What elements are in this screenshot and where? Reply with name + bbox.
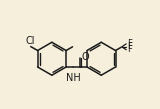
Text: F: F: [127, 42, 132, 51]
Text: F: F: [127, 39, 132, 48]
Text: O: O: [82, 52, 89, 62]
Text: NH: NH: [66, 73, 81, 83]
Text: F: F: [127, 45, 132, 54]
Text: Cl: Cl: [25, 36, 35, 46]
